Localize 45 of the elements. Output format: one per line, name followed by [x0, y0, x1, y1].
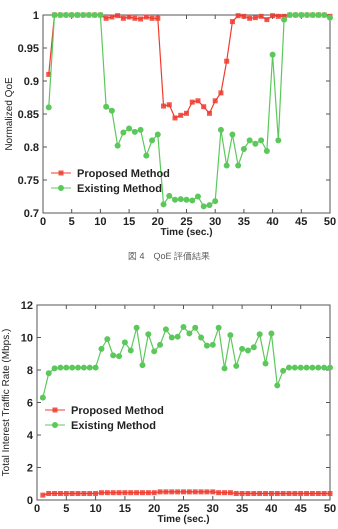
- x-axis-title: Time (sec.): [157, 514, 210, 525]
- x-tick-label: 20: [148, 503, 160, 515]
- y-tick-label: 6: [26, 398, 33, 410]
- x-tick-label: 40: [266, 216, 279, 228]
- x-axis-title: Time (sec.): [160, 227, 213, 238]
- x-tick-label: 30: [206, 503, 219, 515]
- point: [327, 364, 333, 371]
- y-tick-label: 0.95: [18, 43, 39, 55]
- y-tick-label: 0.9: [24, 76, 39, 88]
- y-tick-label: 1: [32, 10, 39, 22]
- x-tick-label: 25: [177, 503, 190, 515]
- x-tick-label: 10: [94, 216, 107, 228]
- legend-label: Existing Method: [71, 420, 156, 432]
- x-tick-label: 50: [324, 503, 336, 515]
- x-tick-label: 5: [68, 216, 75, 228]
- y-tick-label: 0.8: [24, 142, 39, 154]
- point: [328, 491, 332, 496]
- x-tick-label: 35: [236, 503, 248, 515]
- x-tick-label: 35: [238, 216, 250, 228]
- x-tick-label: 25: [180, 216, 193, 228]
- x-tick-label: 50: [324, 216, 336, 228]
- legend-label: Existing Method: [77, 183, 162, 195]
- y-axis-title: Total Interest Traffic Rate (Mbps.): [1, 328, 12, 476]
- x-tick-label: 45: [295, 216, 308, 228]
- x-tick-label: 40: [265, 503, 278, 515]
- y-tick-label: 10: [20, 332, 33, 344]
- x-tick-label: 0: [40, 216, 46, 228]
- y-tick-label: 8: [26, 365, 33, 377]
- x-tick-label: 20: [152, 216, 164, 228]
- x-tick-label: 10: [89, 503, 102, 515]
- y-tick-label: 2: [26, 462, 33, 474]
- y-tick-label: 0: [26, 495, 33, 507]
- x-tick-label: 5: [63, 503, 70, 515]
- x-tick-label: 15: [118, 503, 132, 515]
- y-tick-label: 0.7: [24, 208, 39, 220]
- x-tick-label: 30: [209, 216, 222, 228]
- caption: 図 4 QoE 評価結果: [128, 251, 210, 261]
- x-tick-label: 15: [122, 216, 136, 228]
- x-tick-label: 45: [294, 503, 307, 515]
- legend-label: Proposed Method: [71, 405, 164, 417]
- y-tick-label: 0.85: [18, 109, 39, 121]
- y-tick-label: 4: [26, 430, 34, 442]
- y-tick-label: 0.75: [18, 175, 39, 187]
- y-axis-title: Normalized QoE: [4, 76, 15, 151]
- y-tick-label: 12: [20, 300, 33, 312]
